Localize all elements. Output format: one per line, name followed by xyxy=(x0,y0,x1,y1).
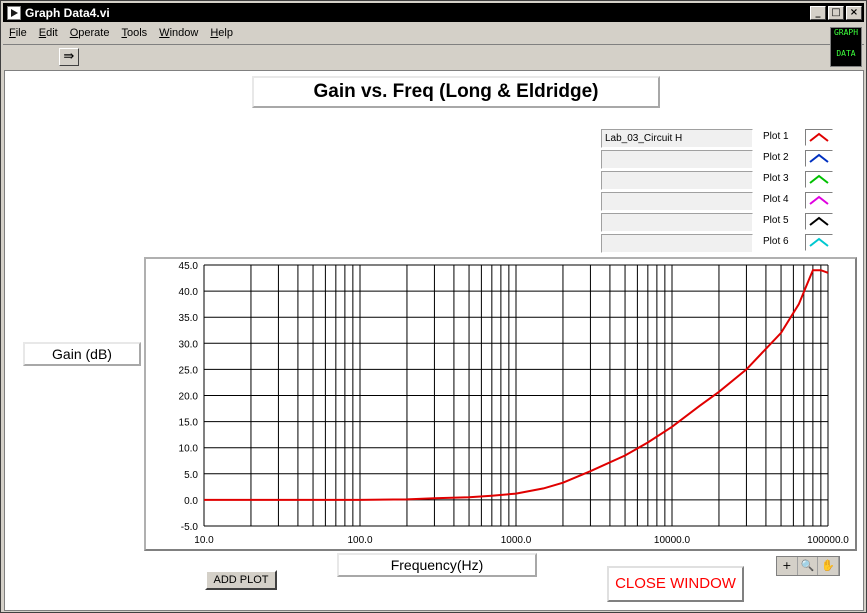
crosshair-cursor-icon[interactable]: + xyxy=(777,557,798,575)
y-tick-label: 35.0 xyxy=(179,313,199,324)
legend-swatch-icon[interactable] xyxy=(805,213,833,230)
legend-row: Plot 5 xyxy=(601,213,839,233)
menu-bar: File Edit Operate Tools Window Help xyxy=(3,23,864,43)
y-tick-label: 25.0 xyxy=(179,365,199,376)
menu-operate[interactable]: Operate xyxy=(69,27,110,39)
graph-plot-area[interactable]: -5.0 0.0 5.0 10.0 15.0 20.0 25.0 30.0 35.0 40.0 45… xyxy=(144,257,857,551)
legend-plot-label: Plot 5 xyxy=(763,215,789,226)
graph-palette: + 🔍 ✋ xyxy=(776,556,840,576)
maximize-button[interactable]: □ xyxy=(828,5,844,20)
front-panel: Gain vs. Freq (Long & Eldridge) Lab_03_C… xyxy=(4,70,864,611)
legend-swatch-icon[interactable] xyxy=(805,171,833,188)
labview-app-icon xyxy=(7,5,21,20)
legend-row: Lab_03_Circuit H Plot 1 xyxy=(601,129,839,149)
legend-plot-label: Plot 6 xyxy=(763,236,789,247)
legend-swatch-icon[interactable] xyxy=(805,192,833,209)
y-tick-label: 20.0 xyxy=(179,392,199,403)
x-tick-label: 100000.0 xyxy=(807,535,849,546)
menu-help[interactable]: Help xyxy=(210,27,233,39)
legend-swatch-icon[interactable] xyxy=(805,234,833,251)
y-tick-label: 40.0 xyxy=(179,287,199,298)
y-tick-label: 45.0 xyxy=(179,261,199,272)
gain-frequency-chart: -5.0 0.0 5.0 10.0 15.0 20.0 25.0 30.0 35.0 40.0 45… xyxy=(179,261,850,546)
legend-plot-label: Plot 1 xyxy=(763,131,789,142)
x-tick-label: 10000.0 xyxy=(654,535,691,546)
legend-plot-name[interactable] xyxy=(601,234,753,253)
vi-icon: GRAPH DATA xyxy=(830,27,862,67)
y-axis-label: Gain (dB) xyxy=(23,342,141,366)
legend-plot-label: Plot 4 xyxy=(763,194,789,205)
title-bar[interactable]: Graph Data4.vi _ □ × xyxy=(3,3,864,22)
add-plot-button[interactable]: ADD PLOT xyxy=(205,570,277,590)
legend-swatch-icon[interactable] xyxy=(805,150,833,167)
run-arrow-icon[interactable]: ⇛ xyxy=(59,48,79,66)
x-tick-label: 1000.0 xyxy=(501,535,532,546)
legend-swatch-icon[interactable] xyxy=(805,129,833,146)
toolbar: ⇛ GRAPH DATA xyxy=(3,27,864,70)
graph-title: Gain vs. Freq (Long & Eldridge) xyxy=(252,76,660,108)
legend-row: Plot 4 xyxy=(601,192,839,212)
legend-plot-name[interactable] xyxy=(601,192,753,211)
vi-icon-text-top: GRAPH xyxy=(833,28,859,37)
legend-row: Plot 2 xyxy=(601,150,839,170)
x-axis-label: Frequency(Hz) xyxy=(337,553,537,577)
y-tick-label: 30.0 xyxy=(179,339,199,350)
menu-tools[interactable]: Tools xyxy=(121,27,148,39)
legend-plot-name[interactable]: Lab_03_Circuit H xyxy=(601,129,753,148)
y-tick-label: 0.0 xyxy=(184,496,198,507)
window-title: Graph Data4.vi xyxy=(25,5,110,20)
legend-plot-name[interactable] xyxy=(601,150,753,169)
zoom-icon[interactable]: 🔍 xyxy=(798,557,819,575)
close-button[interactable]: × xyxy=(846,5,862,20)
menu-edit[interactable]: Edit xyxy=(38,27,58,39)
y-tick-label: -5.0 xyxy=(181,522,199,533)
legend-row: Plot 3 xyxy=(601,171,839,191)
y-tick-label: 15.0 xyxy=(179,418,199,429)
legend-plot-name[interactable] xyxy=(601,213,753,232)
y-tick-label: 5.0 xyxy=(184,470,198,481)
legend-plot-label: Plot 2 xyxy=(763,152,789,163)
close-window-button[interactable]: CLOSE WINDOW xyxy=(607,566,744,602)
legend-plot-name[interactable] xyxy=(601,171,753,190)
legend-row: Plot 6 xyxy=(601,234,839,254)
menu-file[interactable]: File xyxy=(9,27,27,39)
plot-legend: Lab_03_Circuit H Plot 1 Plot 2 Plot 3 Plot 4… xyxy=(601,129,839,255)
legend-plot-label: Plot 3 xyxy=(763,173,789,184)
x-tick-label: 10.0 xyxy=(194,535,214,546)
y-tick-label: 10.0 xyxy=(179,444,199,455)
menu-window[interactable]: Window xyxy=(159,27,199,39)
series-line-lab-03-circuit-h xyxy=(204,269,829,501)
pan-hand-icon[interactable]: ✋ xyxy=(818,557,840,575)
vi-icon-text-bottom: DATA xyxy=(836,49,856,58)
minimize-button[interactable]: _ xyxy=(810,5,826,20)
x-tick-label: 100.0 xyxy=(347,535,372,546)
